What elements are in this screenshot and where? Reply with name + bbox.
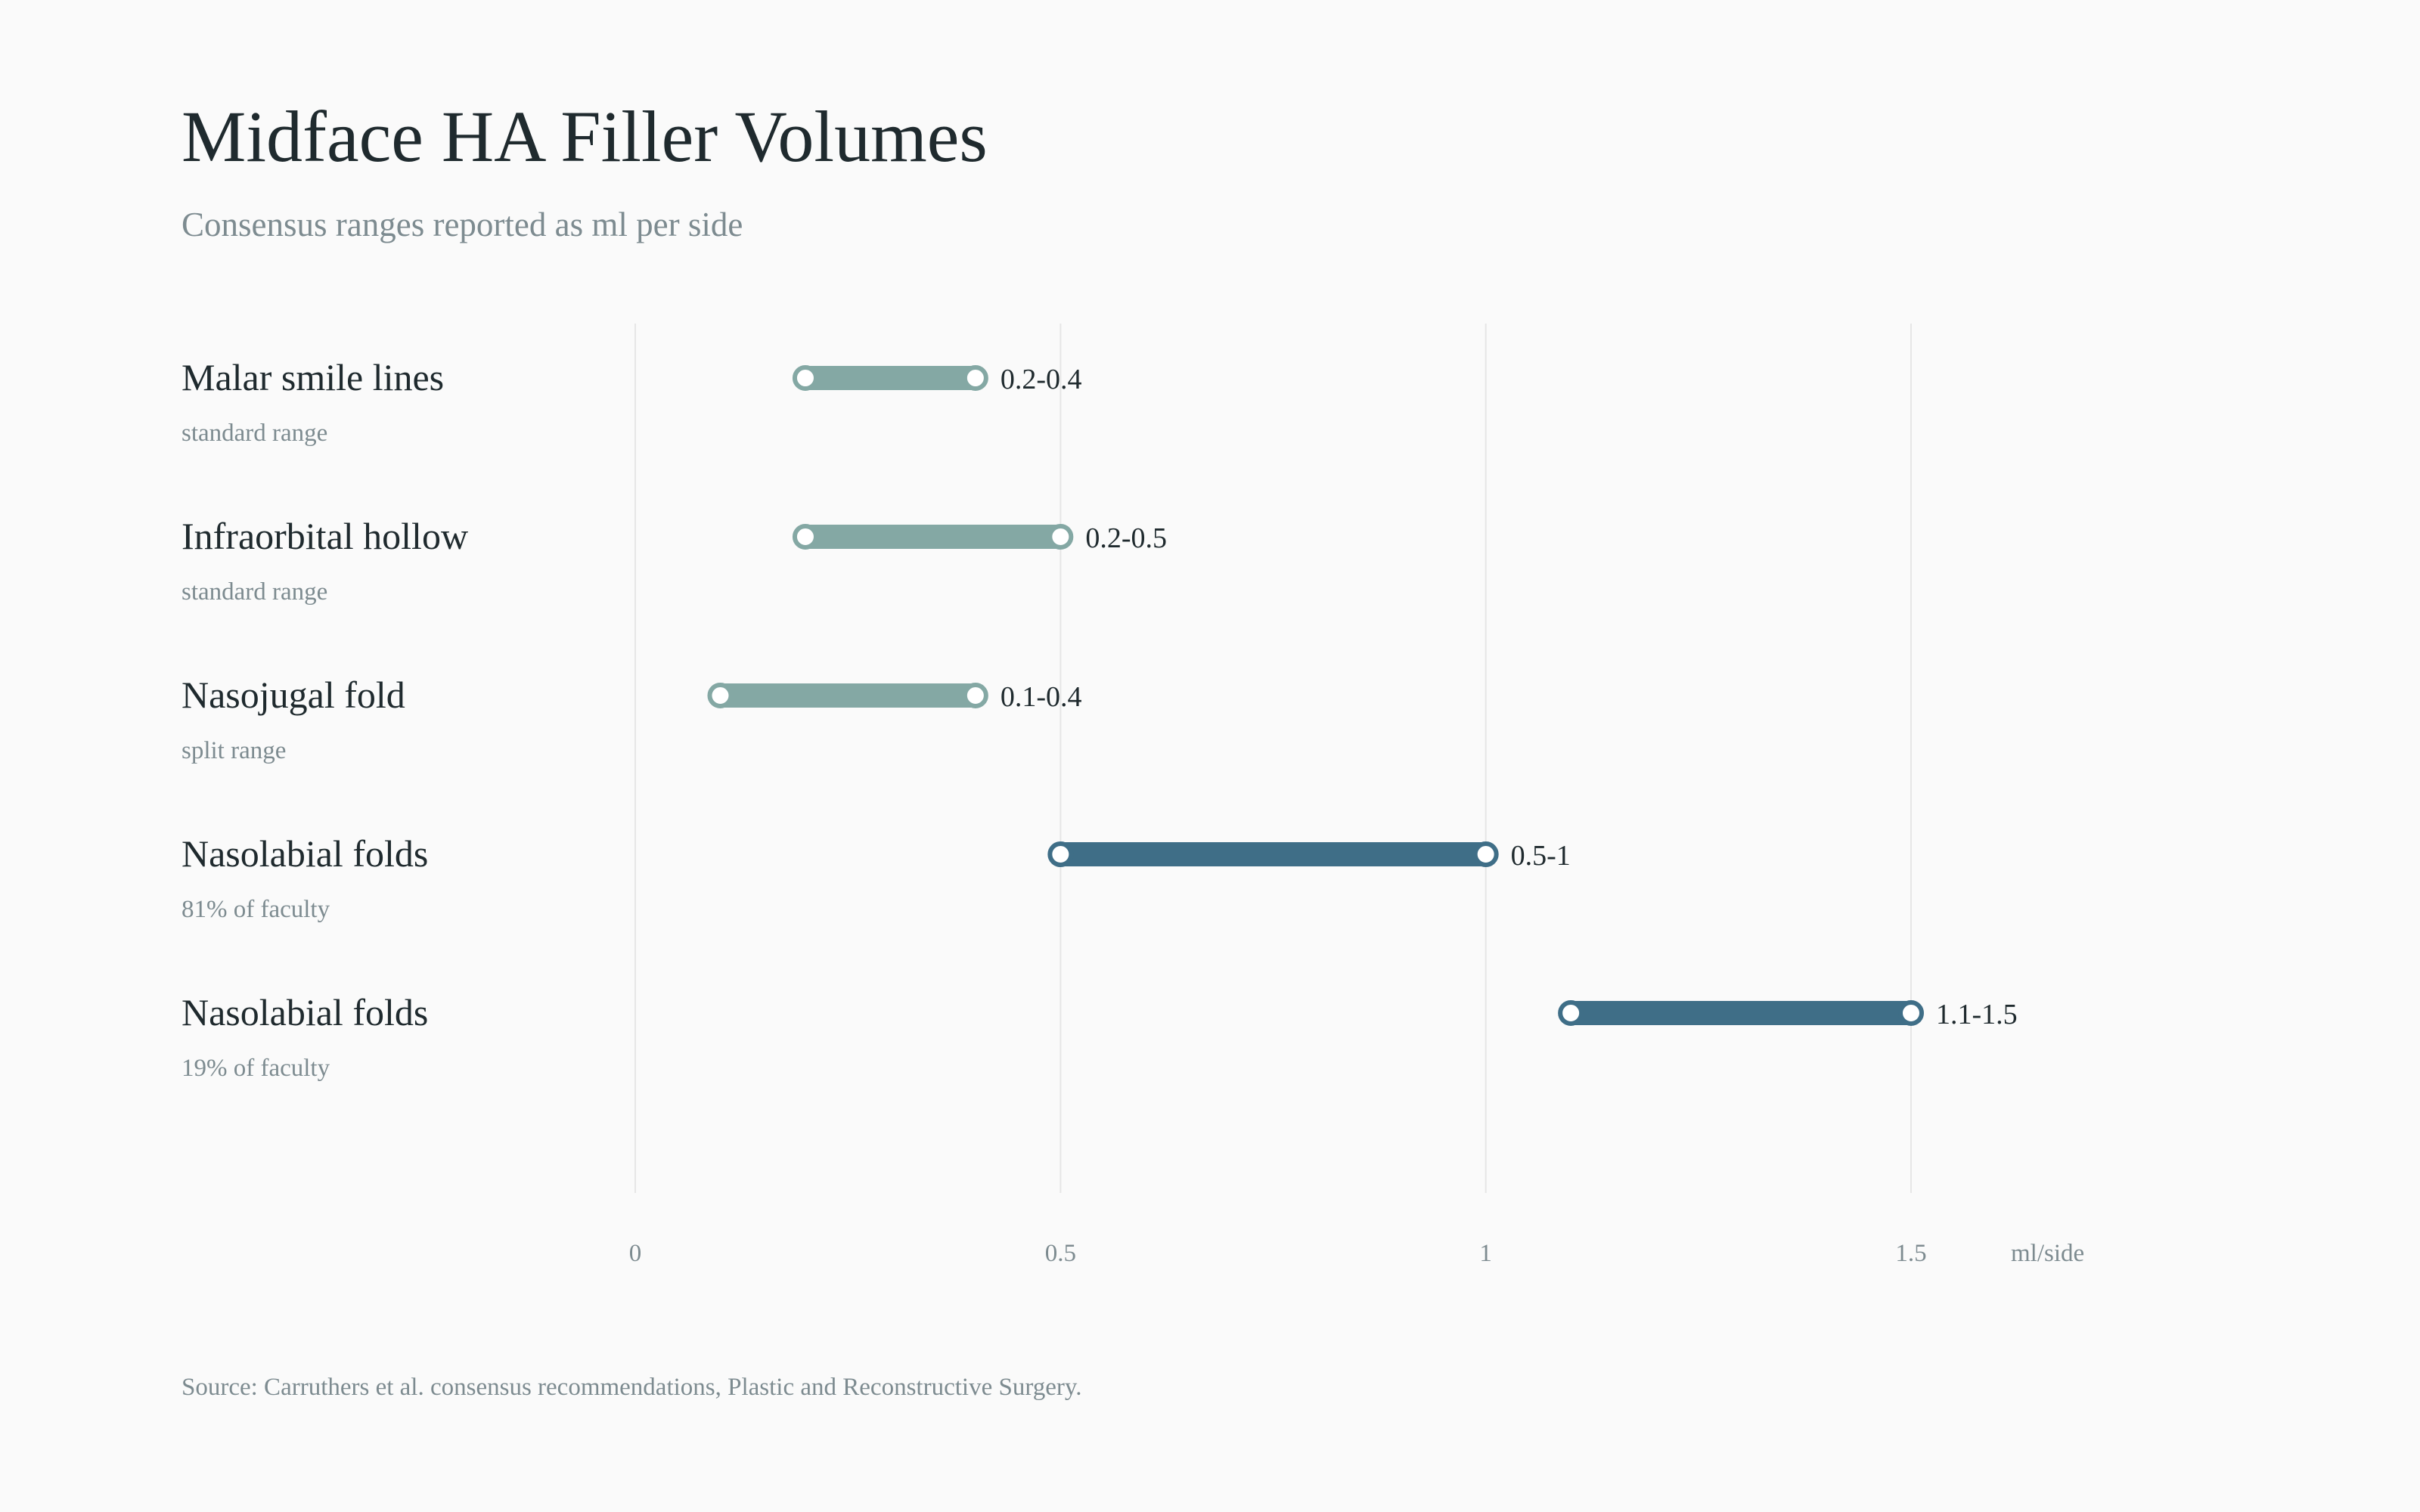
chart-title: Midface HA Filler Volumes — [182, 96, 988, 177]
row-note: split range — [182, 737, 286, 764]
range-low-marker — [792, 524, 818, 550]
row-note: 19% of faculty — [182, 1055, 330, 1082]
range-value-label: 1.1-1.5 — [1936, 999, 2018, 1030]
range-high-marker — [962, 365, 988, 391]
range-low-marker — [1558, 1000, 1584, 1026]
x-tick-label: 0.5 — [1045, 1240, 1076, 1267]
range-high-marker — [1047, 524, 1074, 550]
row-note: 81% of faculty — [182, 896, 330, 923]
row-label: Nasolabial folds — [182, 991, 428, 1033]
row-label: Malar smile lines — [182, 356, 444, 398]
range-low-marker — [707, 683, 734, 708]
range-low-marker — [792, 365, 818, 391]
range-high-marker — [962, 683, 988, 708]
row-note: standard range — [182, 578, 327, 606]
source-note: Source: Carruthers et al. consensus reco… — [182, 1374, 1082, 1401]
row-label: Nasojugal fold — [182, 674, 405, 716]
row-note: standard range — [182, 420, 327, 447]
range-value-label: 0.2-0.5 — [1085, 522, 1167, 554]
range-value-label: 0.1-0.4 — [1001, 681, 1082, 713]
range-high-marker — [1472, 841, 1499, 867]
range-chart: 0 0.5 1 1.5 ml/side Malar smile lines standard… — [182, 324, 2084, 1267]
range-value-label: 0.5-1 — [1511, 840, 1571, 872]
row-label: Nasolabial folds — [182, 832, 428, 875]
chart-subtitle: Consensus ranges reported as ml per side — [182, 206, 743, 243]
x-tick-label: 0 — [629, 1240, 642, 1267]
range-low-marker — [1047, 841, 1074, 867]
range-value-label: 0.2-0.4 — [1001, 364, 1082, 395]
range-high-marker — [1898, 1000, 1924, 1026]
x-unit-label: ml/side — [2011, 1240, 2084, 1267]
x-tick-label: 1.5 — [1895, 1240, 1926, 1267]
row-label: Infraorbital hollow — [182, 515, 468, 557]
x-tick-label: 1 — [1479, 1240, 1492, 1267]
